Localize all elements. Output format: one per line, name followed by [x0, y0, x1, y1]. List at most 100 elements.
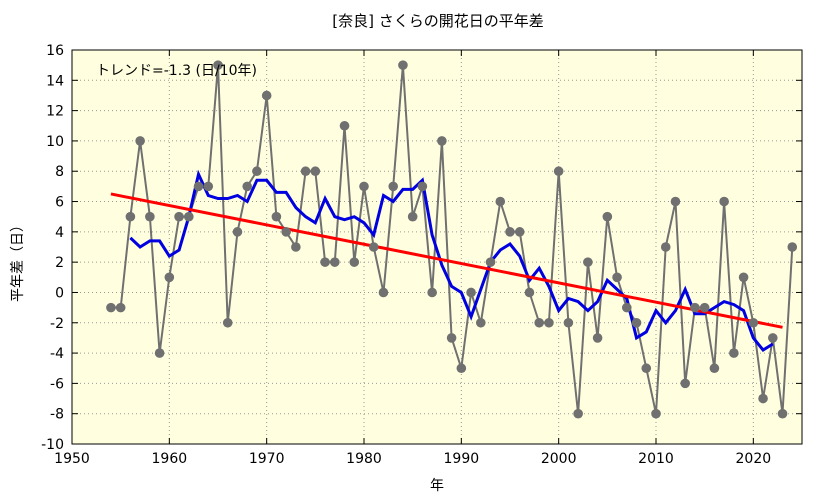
annual-data-point [777, 408, 788, 419]
annual-data-point [106, 302, 116, 313]
plot-frame [71, 49, 803, 445]
annual-data-point [534, 317, 544, 328]
annual-data-point [437, 136, 447, 146]
y-tick-label: -4 [50, 346, 64, 362]
annual-data-point [495, 196, 506, 207]
annual-data-point [485, 257, 496, 267]
x-tick-label: 1980 [346, 451, 382, 467]
annual-data-point [758, 393, 768, 404]
annual-data-point [398, 60, 408, 70]
annual-data-point [622, 302, 632, 313]
y-axis-title: 平年差（日） [10, 218, 26, 302]
annual-data-point [544, 317, 554, 328]
annual-data-point [388, 181, 399, 192]
y-tick-label: 12 [46, 104, 64, 120]
annual-data-point [631, 317, 642, 328]
chart-title: [奈良] さくらの開花日の平年差 [332, 12, 543, 30]
series-layer [106, 60, 798, 419]
annual-data-point [505, 227, 515, 237]
y-tick-label: 10 [46, 134, 64, 150]
annual-data-point [252, 166, 262, 177]
x-tick-label: 1990 [444, 451, 480, 467]
annual-data-point [553, 166, 564, 177]
annual-data-point [281, 227, 291, 237]
annual-data-point [222, 317, 233, 328]
annual-data-point [359, 181, 369, 192]
annual-data-point [232, 227, 243, 237]
y-tick-label: 6 [55, 195, 64, 211]
y-tick-label: 16 [46, 43, 64, 59]
annual-data-point [670, 196, 681, 207]
y-tick-label: 8 [55, 164, 64, 180]
annual-data-point [154, 348, 165, 358]
annual-data-point [193, 181, 204, 192]
annual-data-point [164, 272, 175, 283]
annual-data-point [261, 90, 272, 101]
annual-data-point [709, 363, 720, 374]
moving-average-line [129, 169, 774, 352]
annual-data-point [446, 333, 457, 343]
y-tick-label: 14 [46, 73, 64, 89]
x-tick-label: 2010 [638, 451, 674, 467]
annual-data-point [378, 287, 389, 298]
annual-data-point [583, 257, 593, 267]
y-tick-label: 0 [55, 285, 64, 301]
annual-data-point [349, 257, 360, 267]
annual-data-point [690, 302, 700, 313]
annual-data-point [612, 272, 622, 283]
x-axis-title: 年 [430, 478, 444, 494]
annual-data-point [242, 181, 252, 192]
x-tick-label: 1950 [54, 451, 90, 467]
y-tick-label: -10 [41, 437, 64, 453]
annual-data-point [115, 302, 126, 313]
x-tick-label: 1960 [152, 451, 188, 467]
y-tick-label: 2 [55, 255, 64, 271]
annual-data-point [602, 211, 613, 222]
y-tick-label: -2 [50, 316, 64, 332]
annual-data-point [476, 317, 486, 328]
annual-data-point [514, 227, 525, 237]
y-tick-label: -8 [50, 407, 64, 423]
annual-data-point [573, 408, 583, 419]
trend-annotation: トレンド=-1.3 (日/10年) [96, 63, 257, 79]
annual-data-point [466, 287, 476, 298]
annual-data-point [641, 363, 652, 374]
annual-data-point [787, 242, 798, 252]
annual-data-point [768, 333, 778, 343]
annual-data-point [699, 302, 710, 313]
annual-data-point [174, 211, 184, 222]
annual-data-point [213, 60, 223, 70]
annual-data-point [738, 272, 749, 283]
annual-data-point [339, 120, 350, 131]
annual-data-point [135, 136, 145, 146]
annual-data-point [291, 242, 301, 252]
annual-data-point [729, 348, 739, 358]
y-tick-label: -6 [50, 376, 64, 392]
annual-data-point [456, 363, 467, 374]
annual-data-point [748, 317, 759, 328]
annual-data-point [651, 408, 661, 419]
annual-data-point [368, 242, 379, 252]
annual-data-point [310, 166, 321, 177]
y-axis: -10 -8 -6 -4 -2 0 2 4 6 8 10 12 14 16 [41, 43, 802, 453]
x-axis: 1950 1960 1970 1980 1990 2000 2010 2020 [54, 50, 771, 467]
x-tick-label: 1970 [249, 451, 285, 467]
annual-data-point [719, 196, 729, 207]
x-tick-label: 2020 [736, 451, 772, 467]
annual-data-point [125, 211, 136, 222]
annual-data-point [427, 287, 437, 298]
annual-data-point [592, 333, 603, 343]
annual-data-point [407, 211, 418, 222]
annual-data-point [417, 181, 428, 192]
annual-data-point [330, 257, 340, 267]
annual-data-point [524, 287, 535, 298]
annual-data-point [184, 211, 194, 222]
annual-data-point [203, 181, 214, 192]
annual-data-point [271, 211, 282, 222]
annual-data-point [320, 257, 330, 267]
trend-line [110, 192, 783, 329]
annual-data-point [660, 242, 671, 252]
y-tick-label: 4 [55, 225, 64, 241]
annual-data-point [563, 317, 574, 328]
